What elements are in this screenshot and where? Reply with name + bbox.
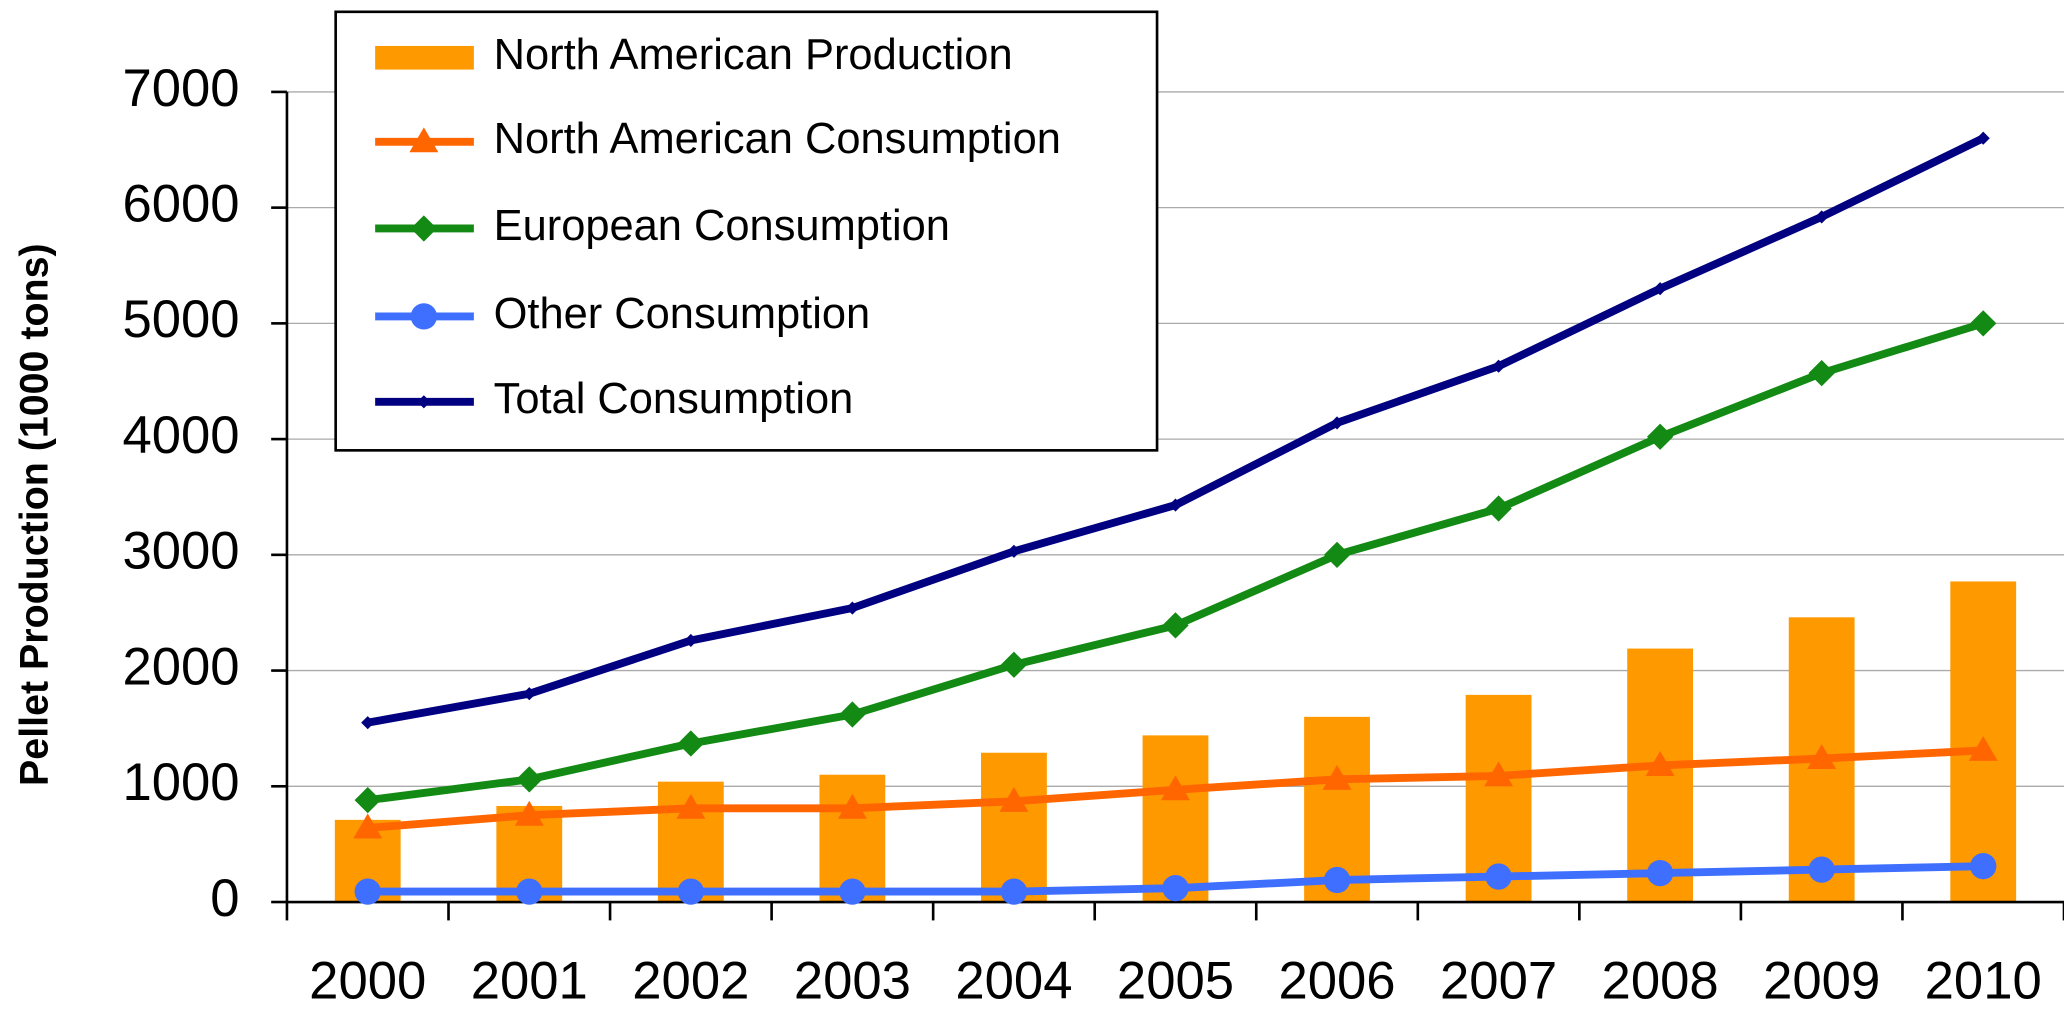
marker xyxy=(516,878,543,905)
x-tick-label: 2001 xyxy=(471,952,588,1011)
y-tick-label: 3000 xyxy=(122,522,239,581)
marker xyxy=(1323,866,1351,894)
y-tick-label: 7000 xyxy=(122,59,239,118)
bar xyxy=(981,752,1047,903)
y-tick-label: 0 xyxy=(210,869,239,928)
marker xyxy=(361,716,375,730)
marker xyxy=(1645,751,1675,776)
x-tick-label: 2003 xyxy=(794,952,911,1011)
y-tick-label: 1000 xyxy=(122,753,239,812)
marker xyxy=(354,787,381,814)
marker xyxy=(1807,744,1837,770)
legend-label: North American Consumption xyxy=(494,115,1061,163)
marker xyxy=(1323,541,1351,568)
legend-marker xyxy=(417,395,431,409)
legend-marker xyxy=(409,127,439,153)
marker xyxy=(1485,863,1512,890)
marker xyxy=(1653,282,1667,296)
marker xyxy=(684,633,698,648)
x-tick-label: 2010 xyxy=(1925,952,2042,1011)
marker xyxy=(1808,360,1835,387)
marker xyxy=(1968,735,1998,761)
x-tick-label: 2002 xyxy=(632,952,749,1011)
marker xyxy=(845,601,859,615)
x-tick-label: 2008 xyxy=(1602,952,1719,1011)
marker xyxy=(1000,878,1028,905)
marker xyxy=(677,878,704,905)
x-tick-label: 2005 xyxy=(1117,952,1234,1011)
marker xyxy=(676,793,706,819)
bar xyxy=(1142,735,1209,903)
marker xyxy=(999,786,1029,812)
y-tick-label: 6000 xyxy=(122,175,239,234)
legend: North American Production North American … xyxy=(334,10,1159,452)
marker xyxy=(353,813,383,839)
marker xyxy=(839,701,866,728)
marker xyxy=(1162,612,1189,639)
marker xyxy=(1646,859,1674,887)
legend-label: European Consumption xyxy=(494,202,950,250)
marker xyxy=(837,793,867,819)
marker xyxy=(677,730,704,757)
x-tick-label: 2007 xyxy=(1440,952,1557,1011)
marker xyxy=(1808,856,1835,883)
marker xyxy=(1484,761,1514,787)
marker xyxy=(354,878,381,905)
marker xyxy=(1162,875,1189,902)
marker xyxy=(516,766,543,793)
marker xyxy=(1970,853,1997,880)
marker xyxy=(1970,310,1997,337)
marker xyxy=(1646,423,1674,450)
x-tick-label: 2000 xyxy=(309,952,426,1011)
marker xyxy=(1815,210,1829,224)
y-tick-label: 4000 xyxy=(122,406,239,465)
marker xyxy=(1330,416,1344,430)
legend-label: Total Consumption xyxy=(494,375,854,423)
y-tick-label: 2000 xyxy=(122,637,239,696)
x-tick-label: 2006 xyxy=(1278,952,1395,1011)
legend-label: North American Production xyxy=(494,31,1013,79)
y-tick-label: 5000 xyxy=(122,290,239,349)
marker xyxy=(1485,495,1512,522)
marker xyxy=(514,800,544,826)
legend-marker xyxy=(410,303,438,330)
marker xyxy=(1161,775,1190,801)
legend-label: Other Consumption xyxy=(494,290,871,338)
marker xyxy=(522,687,536,701)
legend-marker xyxy=(410,215,438,242)
marker xyxy=(1322,764,1352,790)
marker xyxy=(1007,544,1021,558)
marker xyxy=(1000,651,1028,678)
marker xyxy=(839,878,866,905)
x-tick-label: 2009 xyxy=(1763,952,1880,1011)
marker xyxy=(1976,131,1990,145)
legend-swatch xyxy=(375,45,474,70)
y-axis-label: Pellet Production (1000 tons) xyxy=(12,243,56,786)
x-tick-label: 2004 xyxy=(955,952,1072,1011)
